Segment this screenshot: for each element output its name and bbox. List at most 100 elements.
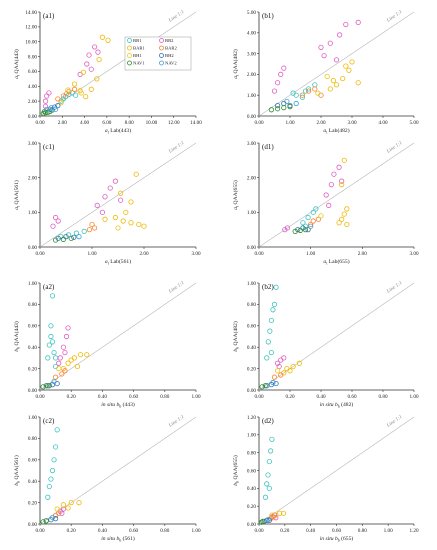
data-point — [268, 448, 274, 454]
data-point — [262, 383, 268, 389]
data-point — [297, 227, 303, 233]
panel-label: (d1) — [262, 143, 274, 151]
x-tick-label: 0.60 — [129, 394, 138, 400]
data-point — [278, 71, 284, 78]
y-tick-label: 0.40 — [28, 345, 37, 351]
y-tick-label: 0.20 — [247, 366, 256, 372]
data-point — [290, 90, 296, 96]
data-point — [312, 82, 318, 88]
data-point — [326, 202, 332, 208]
data-point — [312, 86, 318, 92]
data-point — [339, 216, 345, 222]
y-tick-label: 1.20 — [247, 415, 256, 421]
data-point — [107, 185, 113, 191]
data-point — [284, 225, 291, 231]
series-bar2 — [55, 86, 78, 102]
y-tick-label: 1.00 — [247, 93, 256, 99]
panel-label: (c2) — [43, 417, 55, 425]
data-point — [271, 301, 278, 307]
series-bar1 — [327, 59, 361, 92]
x-tick-label: 0.80 — [358, 528, 367, 534]
data-point — [259, 384, 265, 390]
series-bar2 — [308, 216, 322, 228]
data-point — [48, 323, 54, 329]
x-tick-label: 1.00 — [191, 528, 200, 534]
legend-marker-bh2 — [159, 53, 164, 58]
data-point — [281, 65, 287, 71]
data-point — [270, 379, 276, 386]
series-nav2 — [270, 379, 276, 386]
data-point — [44, 106, 50, 112]
data-point — [331, 171, 337, 177]
series-nav2 — [76, 234, 82, 240]
data-point — [66, 232, 72, 238]
y-tick-label: 0.80 — [28, 436, 37, 442]
series-nav1 — [40, 518, 49, 525]
legend-label-bh1: BH1 — [133, 53, 142, 58]
data-point — [71, 81, 78, 87]
data-point — [52, 444, 59, 450]
data-point — [105, 37, 111, 43]
data-point — [327, 86, 333, 92]
y-tick-label: 0.20 — [247, 504, 256, 510]
panel-d2: Line 1:1 0.00 0.20 0.40 0.60 0.80 1.00 1.20 0.00… — [232, 414, 419, 543]
series-bar1 — [60, 499, 82, 511]
data-point — [65, 505, 71, 511]
data-point — [68, 235, 74, 241]
data-point — [58, 100, 64, 106]
x-tick-label: 0.40 — [98, 528, 107, 534]
data-point — [341, 157, 347, 163]
data-point — [49, 339, 56, 345]
panel-label: (a1) — [43, 12, 55, 20]
series-bb1 — [290, 82, 318, 100]
series-bb1 — [262, 436, 275, 500]
data-point — [83, 94, 89, 100]
data-point — [89, 221, 95, 228]
x-tick-label: 0.00 — [254, 251, 263, 257]
y-axis-label: at QAA(655) — [232, 180, 240, 210]
y-tick-label: 0.40 — [247, 486, 256, 492]
legend-label-bh2: BH2 — [165, 53, 174, 58]
legend-marker-bar2 — [159, 45, 164, 51]
data-point — [265, 472, 271, 478]
x-axis-label: in situ bb (561) — [101, 535, 135, 543]
y-axis-label: bb QAA(655) — [232, 455, 240, 486]
data-point — [49, 514, 56, 521]
data-point — [56, 360, 62, 366]
data-point — [84, 61, 90, 67]
x-tick-label: 0.00 — [254, 120, 263, 126]
series-nav2 — [284, 98, 299, 107]
x-tick-label: 1.00 — [191, 394, 200, 400]
data-point — [92, 225, 98, 231]
data-point — [88, 86, 94, 92]
series-bh2 — [295, 225, 311, 233]
y-axis-label: bb QAA(561) — [13, 455, 21, 486]
y-tick-label: 0.80 — [28, 302, 37, 308]
data-point — [45, 109, 51, 115]
y-tick-label: 2.00 — [247, 72, 256, 78]
series-bb2 — [282, 164, 345, 233]
one-to-one-line — [39, 282, 197, 391]
series-bar2 — [52, 368, 68, 380]
x-tick-label: 2.00 — [139, 251, 148, 257]
data-point — [92, 44, 98, 50]
x-tick-label: 0.80 — [160, 528, 169, 534]
series-bh1 — [58, 87, 84, 106]
y-tick-label: 0.80 — [247, 450, 256, 456]
x-tick-label: 0.60 — [332, 528, 341, 534]
data-point — [274, 103, 281, 109]
data-point — [43, 383, 49, 389]
panel-label: (b2) — [262, 283, 274, 291]
one-to-one-label: Line 1:1 — [167, 414, 186, 430]
x-tick-label: 0.00 — [35, 251, 44, 257]
data-point — [54, 506, 60, 512]
data-point — [99, 209, 106, 215]
y-tick-label: 10.00 — [25, 40, 37, 46]
panel-c1: Line 1:1 0.00 1.00 2.00 3.00 0.00 1.00 2.00 3.00… — [13, 140, 201, 266]
series-nav2 — [49, 514, 56, 521]
data-point — [96, 56, 102, 63]
series-bar1 — [102, 171, 147, 229]
x-tick-label: 0.40 — [316, 394, 325, 400]
series-nav2 — [265, 516, 271, 523]
y-axis-label: at QAA(443) — [13, 49, 21, 79]
